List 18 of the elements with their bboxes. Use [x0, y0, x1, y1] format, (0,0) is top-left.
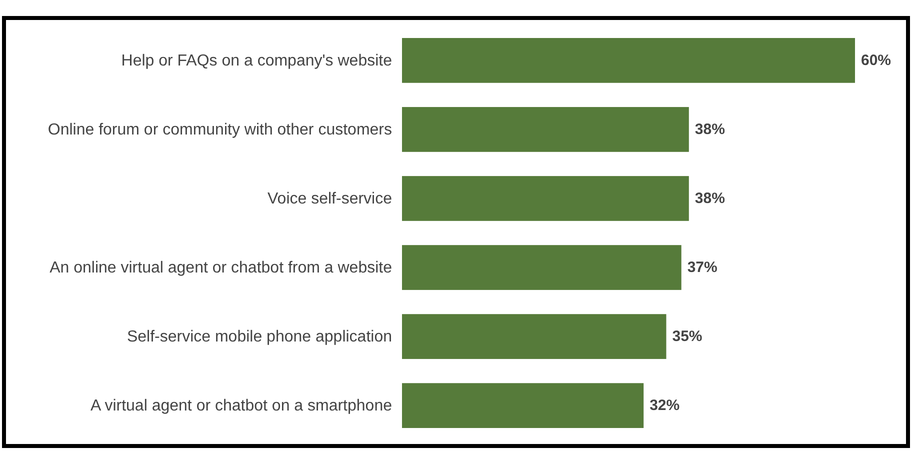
data-label: 38%	[694, 120, 725, 138]
bar	[402, 383, 644, 428]
y-tick-label: An online virtual agent or chatbot from a website	[50, 259, 392, 276]
y-tick-label: A virtual agent or chatbot on a smartphone	[90, 397, 392, 414]
bar	[402, 176, 689, 221]
y-tick-label: Help or FAQs on a company's website	[121, 52, 392, 69]
bar	[402, 38, 855, 83]
y-tick-label: Online forum or community with other customers	[48, 120, 392, 138]
data-label: 32%	[650, 397, 680, 414]
data-label: 38%	[694, 190, 725, 207]
bar	[402, 107, 689, 152]
data-label: 60%	[861, 52, 892, 69]
bar	[402, 245, 682, 290]
y-tick-label: Voice self-service	[268, 190, 392, 207]
bar	[402, 314, 666, 359]
data-label: 35%	[672, 328, 702, 346]
data-label: 37%	[687, 259, 718, 276]
y-tick-label: Self-service mobile phone application	[126, 328, 392, 346]
